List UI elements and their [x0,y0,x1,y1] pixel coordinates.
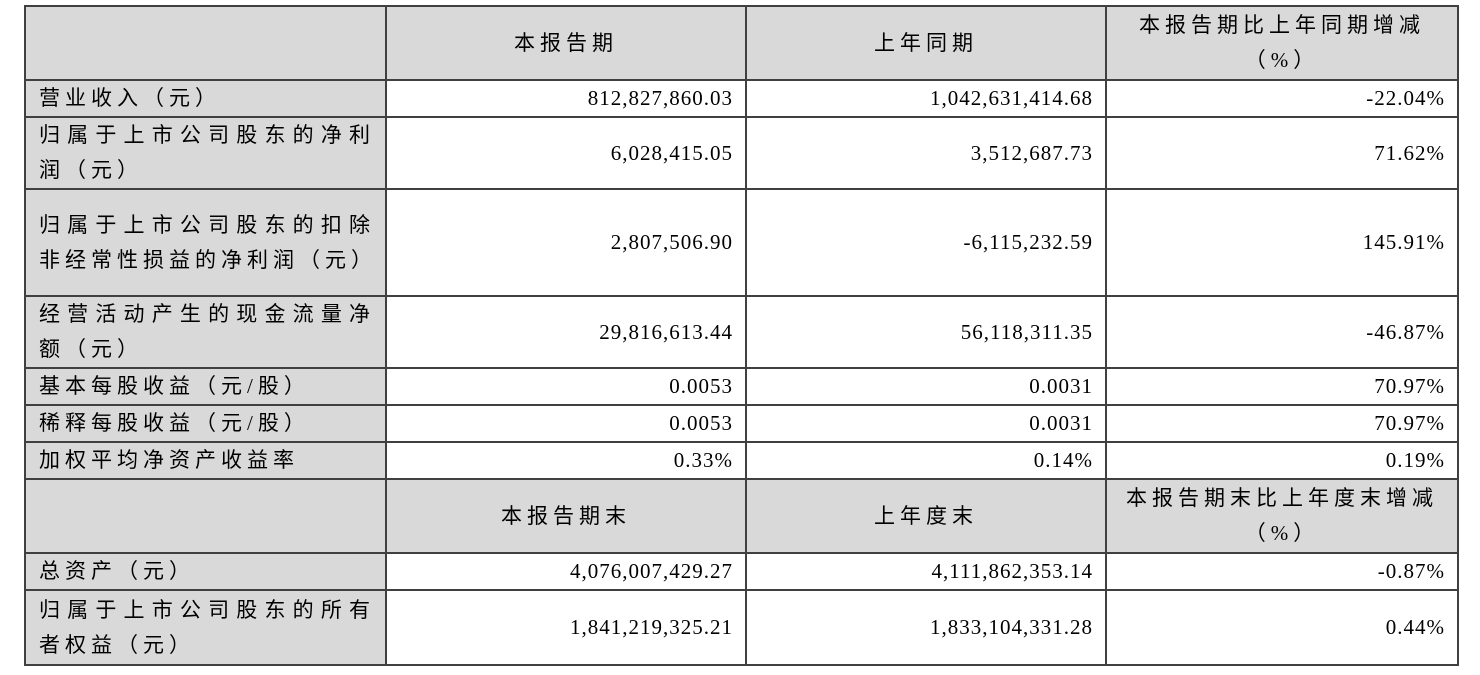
value-change: 0.19% [1105,441,1459,480]
header-prior-year-end: 上年度末 [745,478,1107,554]
row-label-operating-cash-flow: 经营活动产生的现金流量净额（元） [24,295,387,369]
value-prior: 3,512,687.73 [745,116,1107,190]
value-current: 4,076,007,429.27 [385,552,747,591]
header-current-period-end: 本报告期末 [385,478,747,554]
value-current: 6,028,415.05 [385,116,747,190]
key-financial-indicators-table: 本报告期 上年同期 本报告期比上年同期增减（%） 营业收入（元） 812,827… [24,5,1459,666]
value-change: -46.87% [1105,295,1459,369]
header-empty-cell-period-end [24,478,387,554]
value-current: 1,841,219,325.21 [385,589,747,666]
row-label-net-profit-excl-nonrecurring: 归属于上市公司股东的扣除非经常性损益的净利润（元） [24,188,387,297]
period-end-header-row: 本报告期末 上年度末 本报告期末比上年度末增减（%） [24,478,1459,554]
table-row-total-assets: 总资产（元） 4,076,007,429.27 4,111,862,353.14… [24,552,1459,591]
table-row-operating-cash-flow: 经营活动产生的现金流量净额（元） 29,816,613.44 56,118,31… [24,295,1459,369]
value-current: 0.0053 [385,367,747,406]
row-label-shareholders-equity: 归属于上市公司股东的所有者权益（元） [24,589,387,666]
header-period-change-pct: 本报告期比上年同期增减（%） [1105,5,1459,81]
table-row-operating-revenue: 营业收入（元） 812,827,860.03 1,042,631,414.68 … [24,79,1459,118]
header-prior-period: 上年同期 [745,5,1107,81]
value-change: 70.97% [1105,404,1459,443]
value-prior: -6,115,232.59 [745,188,1107,297]
value-change: 145.91% [1105,188,1459,297]
table-row-net-profit-excl-nonrecurring: 归属于上市公司股东的扣除非经常性损益的净利润（元） 2,807,506.90 -… [24,188,1459,297]
value-change: 70.97% [1105,367,1459,406]
row-label-diluted-eps: 稀释每股收益（元/股） [24,404,387,443]
value-current: 0.0053 [385,404,747,443]
row-label-weighted-avg-roe: 加权平均净资产收益率 [24,441,387,480]
header-empty-cell-period [24,5,387,81]
row-label-operating-revenue: 营业收入（元） [24,79,387,118]
value-current: 0.33% [385,441,747,480]
value-change: 0.44% [1105,589,1459,666]
value-prior: 4,111,862,353.14 [745,552,1107,591]
header-current-period: 本报告期 [385,5,747,81]
value-prior: 0.0031 [745,367,1107,406]
table-row-weighted-avg-roe: 加权平均净资产收益率 0.33% 0.14% 0.19% [24,441,1459,480]
value-prior: 0.14% [745,441,1107,480]
header-period-end-change-pct: 本报告期末比上年度末增减（%） [1105,478,1459,554]
value-current: 2,807,506.90 [385,188,747,297]
table-row-diluted-eps: 稀释每股收益（元/股） 0.0053 0.0031 70.97% [24,404,1459,443]
table-row-net-profit: 归属于上市公司股东的净利润（元） 6,028,415.05 3,512,687.… [24,116,1459,190]
value-change: 71.62% [1105,116,1459,190]
value-change: -22.04% [1105,79,1459,118]
value-prior: 1,833,104,331.28 [745,589,1107,666]
value-prior: 56,118,311.35 [745,295,1107,369]
key-financial-indicators-table-wrap: 本报告期 上年同期 本报告期比上年同期增减（%） 营业收入（元） 812,827… [24,5,1459,666]
value-prior: 0.0031 [745,404,1107,443]
table-row-shareholders-equity: 归属于上市公司股东的所有者权益（元） 1,841,219,325.21 1,83… [24,589,1459,666]
value-change: -0.87% [1105,552,1459,591]
table-row-basic-eps: 基本每股收益（元/股） 0.0053 0.0031 70.97% [24,367,1459,406]
period-header-row: 本报告期 上年同期 本报告期比上年同期增减（%） [24,5,1459,81]
row-label-net-profit: 归属于上市公司股东的净利润（元） [24,116,387,190]
value-current: 29,816,613.44 [385,295,747,369]
value-current: 812,827,860.03 [385,79,747,118]
row-label-basic-eps: 基本每股收益（元/股） [24,367,387,406]
row-label-total-assets: 总资产（元） [24,552,387,591]
value-prior: 1,042,631,414.68 [745,79,1107,118]
